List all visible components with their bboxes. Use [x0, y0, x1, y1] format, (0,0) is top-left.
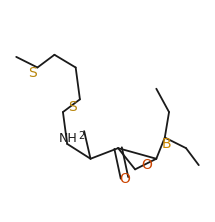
Text: O: O: [141, 158, 152, 172]
Text: B: B: [162, 137, 172, 151]
Text: 2: 2: [78, 131, 84, 141]
Text: NH: NH: [59, 132, 78, 145]
Text: S: S: [68, 100, 77, 114]
Text: O: O: [119, 172, 130, 186]
Text: S: S: [28, 66, 37, 80]
